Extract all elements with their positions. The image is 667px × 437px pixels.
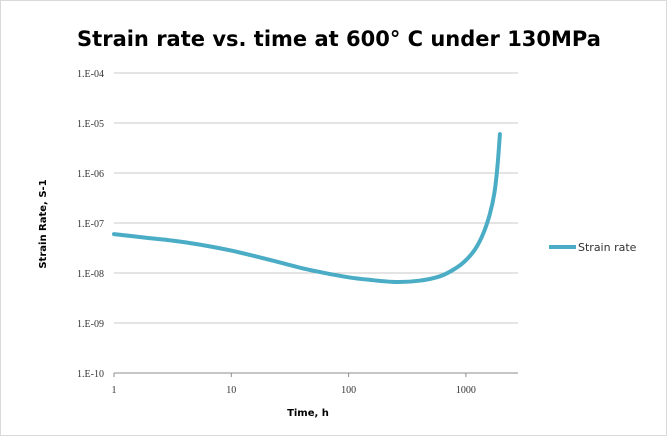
x-tick-label: 10	[226, 385, 236, 396]
x-tick-label: 100	[341, 385, 356, 396]
y-tick-label: 1.E-07	[77, 219, 104, 230]
y-tick-label: 1.E-05	[77, 119, 104, 130]
y-tick-label: 1.E-08	[77, 269, 104, 280]
y-tick-label: 1.E-10	[77, 369, 104, 380]
x-tick-marks	[113, 373, 467, 377]
x-axis-title: Time, h	[287, 408, 329, 419]
grid-lines	[114, 72, 518, 324]
y-tick-label: 1.E-06	[77, 169, 104, 180]
x-tick-labels: 1 10 100 1000	[112, 385, 476, 396]
x-tick-label: 1000	[456, 385, 476, 396]
chart-title: Strain rate vs. time at 600° C under 130…	[77, 27, 601, 51]
y-axis-title: Strain Rate, S-1	[38, 179, 49, 268]
y-tick-label: 1.E-04	[77, 69, 104, 80]
series-line-strain-rate	[112, 132, 502, 285]
legend: Strain rate	[549, 241, 637, 254]
y-tick-label: 1.E-09	[77, 319, 104, 330]
x-tick-label: 1	[112, 385, 117, 396]
y-tick-labels: 1.E-04 1.E-05 1.E-06 1.E-07 1.E-08 1.E-09 1.E-…	[77, 69, 104, 380]
plot-series	[112, 132, 502, 285]
legend-label-strain-rate: Strain rate	[578, 241, 637, 254]
